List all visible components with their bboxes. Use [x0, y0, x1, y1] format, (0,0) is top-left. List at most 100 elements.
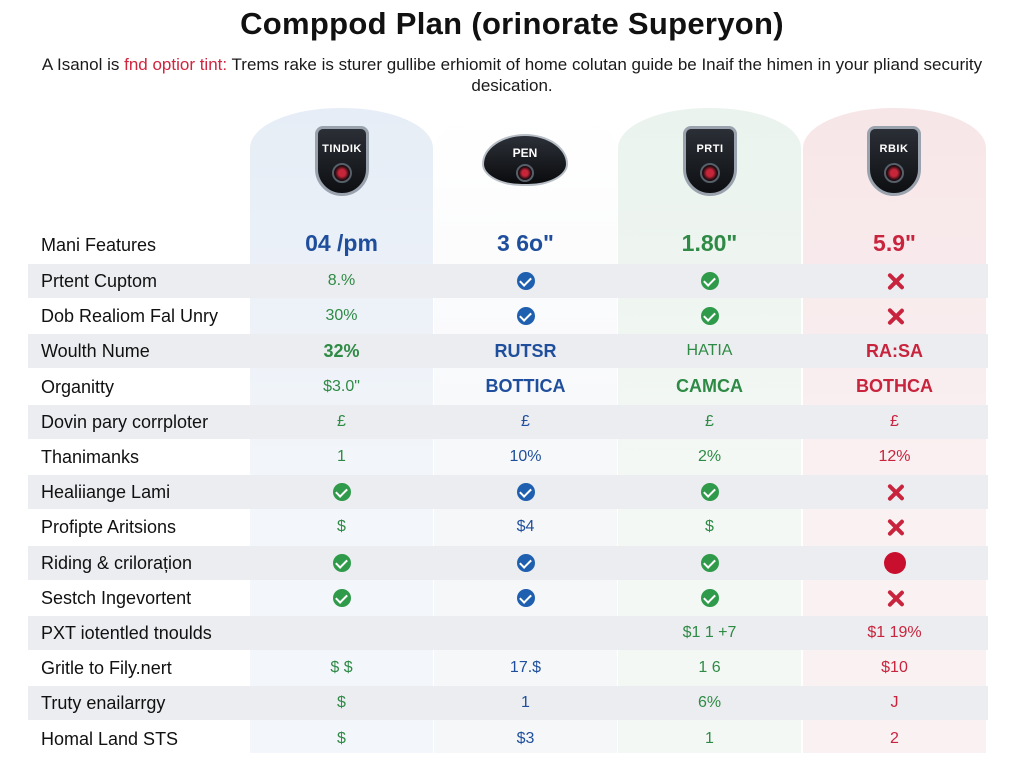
cell-value: 8.%: [327, 272, 356, 289]
plan-4-cell: [803, 546, 986, 580]
plan-1-cell: £: [250, 405, 433, 439]
table-row: Gritle to Fily.nert $ $ 17.$ 1 6 $10: [28, 651, 988, 685]
plan-1-cell: [250, 475, 433, 509]
cell-value: $1 19%: [867, 624, 922, 641]
plan-3-cell: [618, 299, 801, 333]
feature-label: Dob Realiom Fal Unry: [41, 306, 219, 327]
shield-camera-icon: TINDIK: [315, 126, 369, 196]
feature-label: Thanimanks: [41, 447, 140, 467]
cell-value: HATIA: [686, 342, 733, 360]
cell-value: 1: [521, 694, 530, 712]
cross-icon: [886, 272, 904, 290]
check-icon: [332, 553, 351, 572]
plan-3-cell: £: [618, 405, 801, 439]
cell-value: $: [337, 729, 346, 747]
table-row: Riding & crilorațion: [28, 545, 988, 580]
check-icon: [516, 553, 535, 572]
table-row: Profipte Aritsions $ $4 $: [28, 510, 988, 544]
feature-label: Truty enailarrgy: [41, 693, 166, 714]
plan-4-price: 5.9": [873, 230, 916, 256]
table-row: Homal Land STS $ $3 1 2: [28, 722, 988, 756]
table-row: Truty enailarrgy $1 6% J: [28, 686, 988, 721]
check-icon: [700, 588, 719, 607]
camera-lens-icon: [884, 163, 904, 183]
plan-3-cell: [618, 475, 801, 509]
cross-icon: [886, 307, 904, 325]
subtitle-text-start: A Isanol is: [41, 55, 125, 74]
table-row: Woulth Nume 32% RUTSR HATIA RA:SA: [28, 334, 988, 369]
cell-value: $1 1 +7: [682, 624, 737, 641]
plan-3-name: PRTI: [696, 143, 724, 155]
plan-2-cell: BOTTICA: [434, 370, 617, 404]
feature-label: Dovin pary corrploter: [41, 411, 209, 432]
cell-value: 2: [890, 729, 899, 747]
check-icon: [516, 272, 535, 290]
plan-1-badge: TINDIK: [312, 126, 372, 202]
cell-value: £: [521, 412, 530, 430]
plan-2-cell: [434, 581, 617, 615]
feature-label: Organitty: [41, 376, 115, 397]
feature-label: Profipte Aritsions: [41, 517, 177, 538]
table-row: Sestch Ingevortent: [28, 581, 988, 615]
check-icon: [516, 588, 535, 607]
feature-label: Homal Land STS: [41, 728, 179, 749]
features-header: Mani Features: [41, 235, 157, 255]
plan-3-cell: [618, 264, 801, 298]
plan-1-cell: 8.%: [250, 264, 433, 298]
cell-value: 10%: [509, 448, 542, 465]
cell-value: RA:SA: [866, 340, 923, 361]
feature-label: Prtent Cuptom: [41, 271, 158, 291]
cell-value: £: [890, 412, 899, 430]
check-icon: [516, 483, 535, 502]
plan-1-price: 04 /pm: [305, 230, 378, 256]
plan-2-cell: $3: [434, 722, 617, 756]
table-row: Thanimanks 1 10% 2% 12%: [28, 440, 988, 474]
cell-value: £: [705, 412, 714, 430]
subtitle-highlight: fnd optior tint:: [124, 55, 228, 74]
cell-value: $: [337, 518, 346, 536]
plan-4-cell: $1 19%: [803, 616, 986, 650]
plan-4-name: RBIK: [879, 143, 909, 155]
plan-3-cell: $: [618, 510, 801, 544]
cell-value: J: [890, 694, 899, 712]
cross-icon: [886, 518, 904, 536]
plan-2-cell: 17.$: [434, 651, 617, 685]
cell-value: 2%: [697, 448, 722, 465]
plan-1-cell: 32%: [250, 334, 433, 368]
plan-4-cell: [803, 475, 986, 509]
cell-value: 32%: [323, 340, 360, 361]
cell-value: $: [705, 518, 714, 536]
plan-4-cell: £: [803, 405, 986, 439]
page-subtitle: A Isanol is fnd optior tint: Trems rake …: [40, 54, 984, 96]
cell-value: $10: [881, 659, 908, 677]
plan-1-cell: $: [250, 686, 433, 720]
plan-2-cell: [434, 546, 617, 580]
cell-value: BOTHCA: [856, 376, 933, 397]
plan-4-cell: RA:SA: [803, 334, 986, 368]
plan-4-cell: [803, 510, 986, 544]
plan-1-cell: $: [250, 722, 433, 756]
plan-3-cell: [618, 581, 801, 615]
plan-3-cell: 6%: [618, 686, 801, 720]
plan-4-cell: BOTHCA: [803, 370, 986, 404]
page-title: Comppod Plan (orinorate Superyon): [240, 6, 784, 41]
plan-2-cell: $4: [434, 510, 617, 544]
plan-3-cell: 1 6: [618, 651, 801, 685]
plan-4-cell: [803, 581, 986, 615]
camera-lens-icon: [516, 164, 534, 182]
plan-4-badge: RBIK: [864, 126, 924, 202]
feature-label: PXT iotentled tnoulds: [41, 623, 212, 643]
plan-2-cell: £: [434, 405, 617, 439]
plan-1-cell: $ $: [250, 651, 433, 685]
plan-1-cell: $: [250, 510, 433, 544]
plan-4-cell: 12%: [803, 440, 986, 474]
check-icon: [700, 307, 719, 326]
plan-3-cell: 2%: [618, 440, 801, 474]
check-icon: [516, 307, 535, 326]
plan-4-cell: J: [803, 686, 986, 720]
check-icon: [700, 553, 719, 572]
feature-label: Riding & crilorațion: [41, 552, 193, 573]
plan-2-cell: [434, 616, 617, 650]
cell-value: RUTSR: [494, 340, 557, 361]
plan-2-name: PEN: [512, 146, 538, 160]
